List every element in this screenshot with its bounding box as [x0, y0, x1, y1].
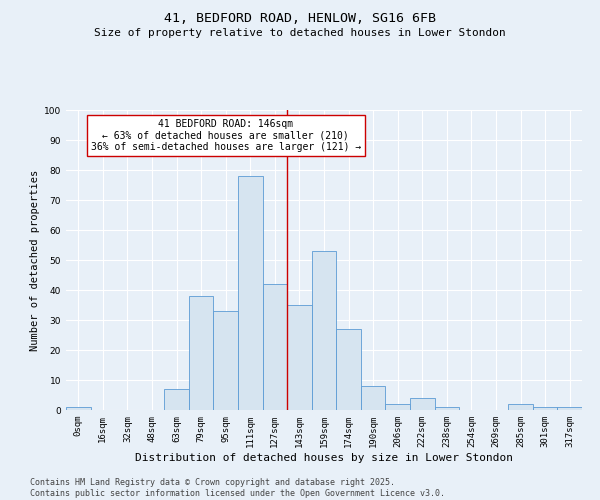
Bar — [287, 305, 312, 410]
Bar — [263, 284, 287, 410]
Bar — [164, 389, 189, 410]
Text: 41 BEDFORD ROAD: 146sqm
← 63% of detached houses are smaller (210)
36% of semi-d: 41 BEDFORD ROAD: 146sqm ← 63% of detache… — [91, 119, 361, 152]
Bar — [336, 329, 361, 410]
Bar — [66, 407, 91, 410]
Text: 41, BEDFORD ROAD, HENLOW, SG16 6FB: 41, BEDFORD ROAD, HENLOW, SG16 6FB — [164, 12, 436, 26]
Bar — [189, 296, 214, 410]
Bar — [214, 311, 238, 410]
Bar — [385, 404, 410, 410]
Bar — [508, 404, 533, 410]
Bar — [238, 176, 263, 410]
Bar — [410, 398, 434, 410]
X-axis label: Distribution of detached houses by size in Lower Stondon: Distribution of detached houses by size … — [135, 452, 513, 462]
Y-axis label: Number of detached properties: Number of detached properties — [30, 170, 40, 350]
Bar — [312, 251, 336, 410]
Bar — [434, 407, 459, 410]
Bar — [533, 407, 557, 410]
Text: Contains HM Land Registry data © Crown copyright and database right 2025.
Contai: Contains HM Land Registry data © Crown c… — [30, 478, 445, 498]
Text: Size of property relative to detached houses in Lower Stondon: Size of property relative to detached ho… — [94, 28, 506, 38]
Bar — [361, 386, 385, 410]
Bar — [557, 407, 582, 410]
